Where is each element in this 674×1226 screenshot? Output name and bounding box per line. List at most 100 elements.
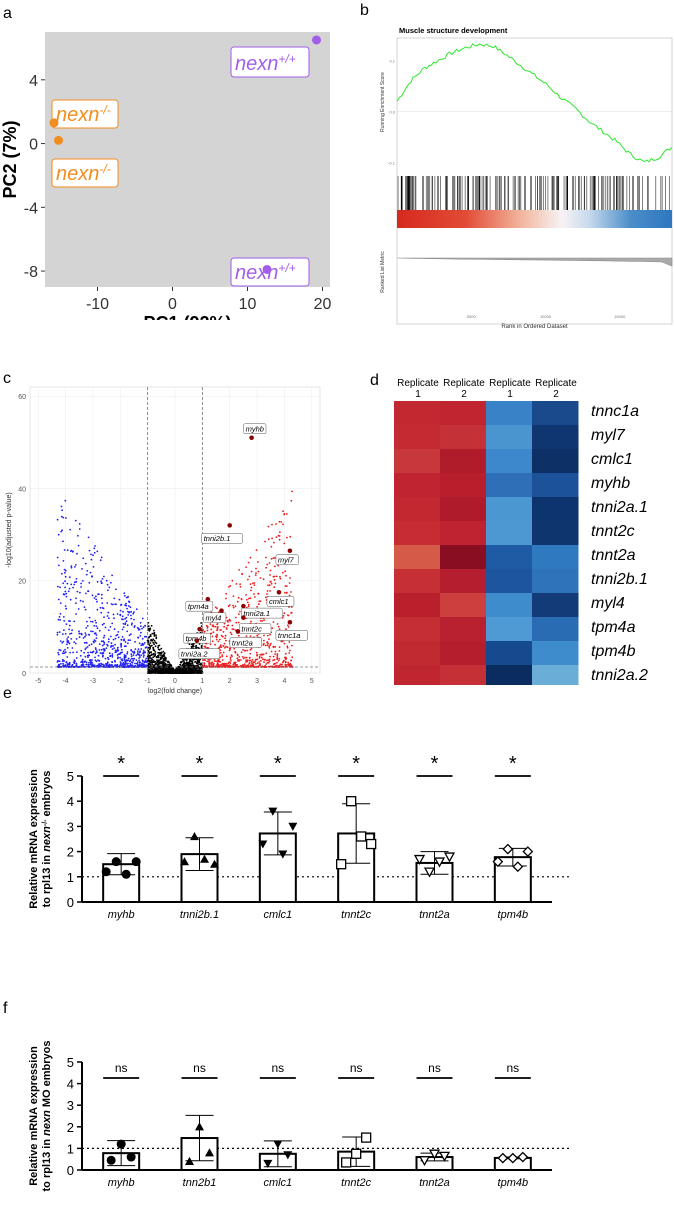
volcano-point [87,590,90,593]
data-point [413,854,426,865]
volcano-point [63,666,65,668]
volcano-point [276,656,279,658]
volcano-point [249,597,252,600]
volcano-point [229,585,232,587]
volcano-point [68,624,71,627]
volcano-point [160,654,162,657]
volcano-point [65,607,68,610]
volcano-point [272,621,275,623]
column-header-2: Replicate 2 [443,378,485,400]
volcano-point [60,515,63,518]
volcano-point [110,581,112,584]
volcano-point [66,549,69,552]
heatmap-cell [440,617,487,642]
volcano-point [255,567,257,570]
data-point [517,1151,529,1163]
volcano-point [267,634,269,637]
data-point [101,867,111,877]
volcano-point [125,659,128,662]
y-axis-label-line1: Relative mRNA expression [28,769,40,909]
gene-label-box [185,600,214,612]
volcano-point [206,627,209,629]
volcano-point [271,523,273,526]
volcano-point [95,634,98,636]
data-point [126,1152,136,1162]
volcano-point [188,665,190,668]
volcano-point [97,654,100,657]
volcano-point [287,661,290,664]
volcano-point [112,638,115,641]
volcano-point [56,518,59,521]
volcano-point [163,654,166,657]
volcano-point [195,665,198,667]
volcano-point [190,672,193,674]
volcano-point [165,660,167,662]
significance-label: ns [350,1061,363,1075]
volcano-point [258,603,260,606]
volcano-point [121,648,123,651]
volcano-point [246,660,249,663]
volcano-point [245,656,248,659]
volcano-point [140,648,143,650]
heatmap-panel: Replicate 1 Replicate 2 Replicate 1 Replica… [370,375,674,685]
volcano-point [113,597,116,600]
volcano-point [127,642,129,645]
gene-label: myl7 [278,556,295,565]
heatmap-cell [394,473,441,498]
volcano-point [229,647,231,650]
x-tick-label: 10000 [540,314,552,319]
volcano-point [92,650,95,653]
column-header-1: Replicate 1 [397,378,439,400]
volcano-point [73,662,76,664]
volcano-point [160,671,163,674]
volcano-point [81,568,83,570]
volcano-point [91,663,94,666]
volcano-point [263,639,265,642]
volcano-point [123,655,126,658]
volcano-point [113,617,115,620]
volcano-point [203,662,206,665]
volcano-point [178,666,180,668]
volcano-point [107,629,110,631]
data-point [418,1156,431,1167]
volcano-point [80,661,82,664]
volcano-point [123,665,126,668]
volcano-point [137,650,139,652]
volcano-point [250,570,253,573]
volcano-point [130,610,133,613]
volcano-point [149,628,151,631]
data-point [278,850,288,859]
volcano-point [101,578,104,580]
volcano-point [106,664,108,666]
y-tick-label: 5 [67,1055,74,1070]
volcano-point [175,671,178,674]
volcano-point [219,644,222,646]
gsea-plot: Muscle structure development 0.1 0.0 -0.1 Ru… [380,26,673,330]
volcano-point [245,566,248,568]
point-label-box [51,158,119,188]
volcano-point [132,657,134,660]
y-tick-label: 0 [22,671,26,678]
volcano-point [157,663,160,666]
volcano-point [217,660,220,662]
highlighted-gene-point [241,603,246,609]
volcano-point [108,652,111,655]
heatmap-row-label: tnni2a.1 [591,499,648,516]
volcano-point [95,637,98,639]
data-point [131,857,141,867]
volcano-point [85,627,88,629]
volcano-point [153,639,156,642]
volcano-point [121,615,124,618]
volcano-point [64,648,66,651]
volcano-point [173,669,176,672]
volcano-point [62,540,64,543]
volcano-point [142,656,145,658]
volcano-point [156,659,158,662]
volcano-point [290,499,293,502]
volcano-point [58,564,60,567]
significance-label: ns [115,1061,128,1075]
volcano-point [232,663,235,666]
volcano-point [273,658,276,661]
heatmap-cell [440,569,487,594]
volcano-point [196,659,199,662]
